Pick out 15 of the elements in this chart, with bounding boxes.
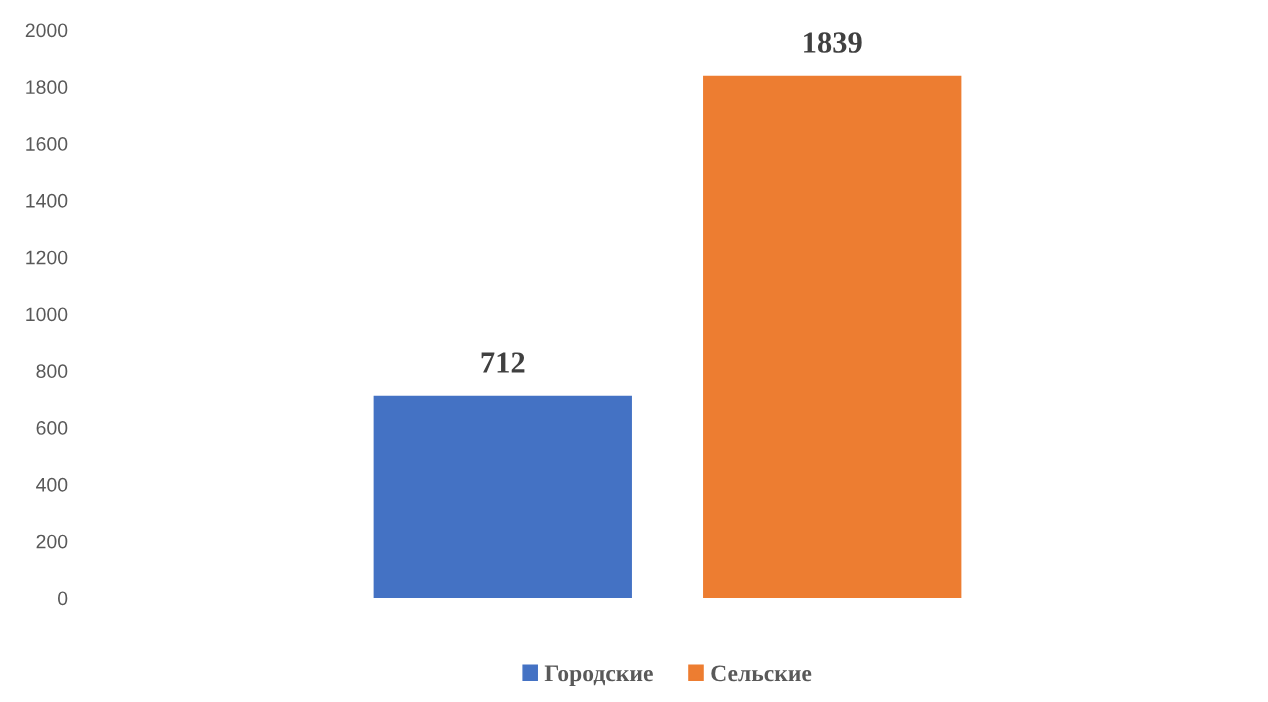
y-tick-label: 1400: [26, 193, 68, 208]
y-tick-label: 1200: [26, 250, 68, 265]
y-tick-label: 800: [36, 364, 68, 379]
y-tick-label: 1800: [26, 80, 68, 95]
y-tick-label: 0: [58, 591, 68, 606]
y-tick-label: 400: [36, 477, 68, 492]
y-tick-label: 600: [36, 421, 68, 435]
y-tick-label: 1600: [26, 137, 68, 151]
data-label: 1839: [804, 32, 862, 53]
y-tick-label: 200: [36, 534, 68, 549]
legend-label: Городские: [544, 665, 653, 687]
y-tick-label: 2000: [25, 23, 68, 38]
data-label: 712: [481, 352, 525, 373]
legend-label: Сельские: [711, 665, 812, 682]
y-tick-label: 1000: [26, 307, 68, 322]
